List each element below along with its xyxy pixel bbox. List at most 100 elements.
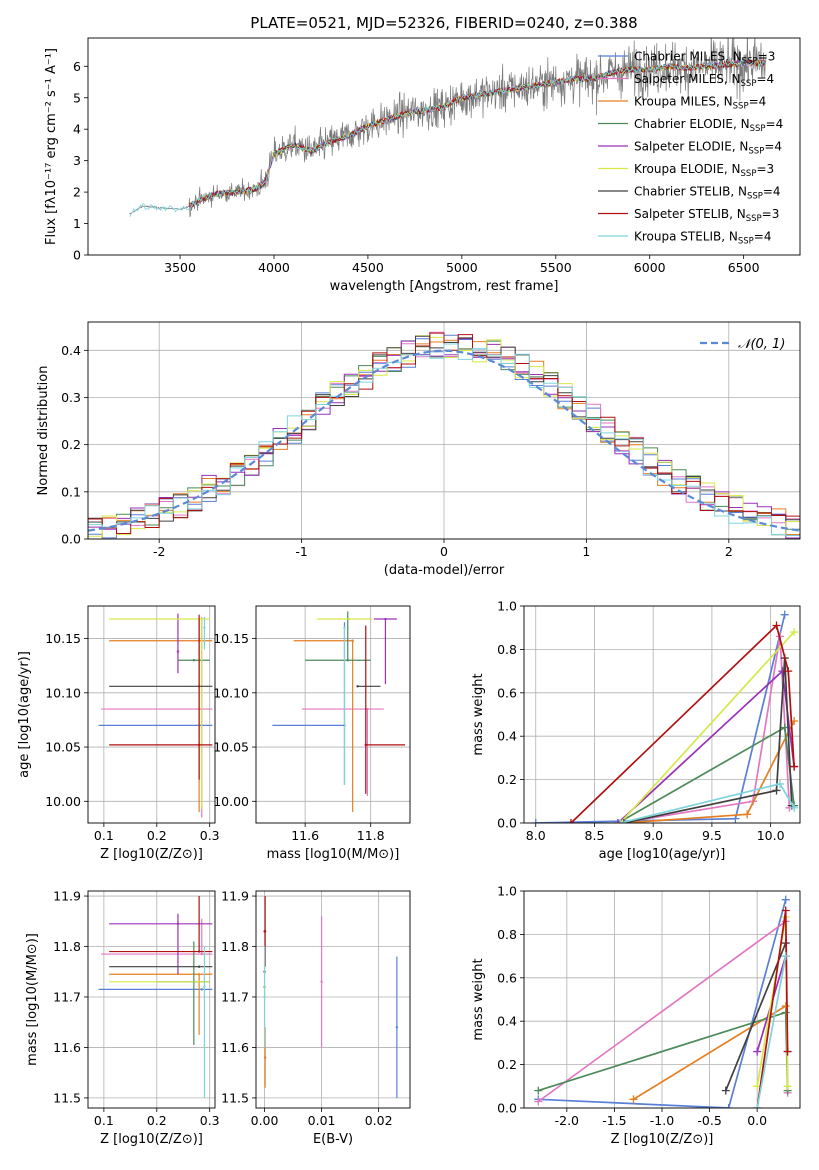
x-tick-label: 0.2 [147,828,167,843]
data-point [384,617,387,621]
data-point [343,626,346,629]
panel-residuals: -2 -1 0 1 2 0.0 0.1 0.2 0.3 0.4 (data-model)/error… [36,321,801,578]
y-axis-label: mass [log10(M/M⊙)] [25,933,40,1066]
spectrum-legend: Chabrier MILES, NSSP=3 Salpeter MILES, NS… [598,50,783,247]
x-tick-label: 3500 [164,260,196,275]
weight-marker [531,819,540,823]
y-tick-label: 1 [73,216,81,231]
x-tick-label: 0.3 [200,828,220,843]
x-tick-label: 6000 [634,260,666,275]
x-tick-label: 0.1 [94,828,114,843]
weight-line [619,631,795,823]
plot-area [98,896,213,1098]
data-point [395,1026,399,1029]
weight-marker [724,1104,733,1108]
panel-weight-vs-Z: -2.0 -1.5 -1.0 -0.5 0.0 0.0 0.2 0.4 0.6 0.8 1.0 Z [… [471,884,801,1147]
y-tick-label: 0.2 [497,1057,517,1072]
weight-line [620,636,791,823]
errorbar-chabrier-miles [395,956,399,1098]
x-tick-label: -1 [295,544,307,559]
errorbar-chabrier-elodie [177,659,210,662]
data-point [351,639,354,642]
x-tick-label: 9.5 [702,828,722,843]
weight-series-kroupa-stelib [753,952,790,1108]
errorbar-kroupa-elodie [316,617,373,621]
weight-series-salpeter-stelib [566,621,799,823]
y-tick-label: 11.7 [53,989,81,1004]
weight-marker [731,814,740,823]
x-tick-label: 0.0 [747,1113,767,1128]
legend-entry: 𝒩(0, 1) [738,337,785,352]
axes-frame [523,890,801,1109]
axes-frame [255,605,411,824]
x-axis-label: E(B-V) [313,1132,353,1147]
x-tick-label: -1.0 [650,1113,674,1128]
x-axis-label: (data-model)/error [384,563,505,578]
errorbar-salpeter-stelib [109,614,213,780]
weight-line [538,1011,789,1092]
x-tick-label: -1.5 [602,1113,626,1128]
data-point [200,980,203,984]
errorbar-kroupa-miles [109,973,213,1035]
weight-marker [783,1047,792,1056]
y-tick-label: 0.4 [61,343,81,358]
legend-entry: Chabrier ELODIE, NSSP=4 [634,117,783,134]
weight-series-kroupa-stelib [616,779,799,823]
errorbar-chabrier-stelib [356,685,381,688]
y-tick-label: 1.0 [497,884,517,899]
y-tick-label: 0 [73,248,81,263]
panel-age-vs-mass: 11.6 11.8 10.00 10.05 10.10 10.15 mass [log10(… [213,605,411,862]
x-tick-label: 0.1 [94,1113,114,1128]
x-tick-label: -2.0 [555,1113,579,1128]
errorbar-chabrier-stelib [109,685,213,688]
errorbar-salpeter-miles [320,916,323,1048]
y-axis-label: mass weight [471,958,486,1040]
y-tick-label: 0.2 [61,437,81,452]
histogram-kroupa-stelib [88,343,800,539]
weight-marker [772,621,781,630]
data-point [197,950,201,953]
weight-marker [753,1047,762,1056]
x-tick-label: -2 [153,544,165,559]
weight-series-salpeter-miles [534,917,792,1106]
y-tick-label: 11.8 [53,939,81,954]
x-tick-label: 0 [440,544,448,559]
x-tick-label: 1 [582,544,590,559]
data-point [263,995,266,999]
data-point [356,685,359,688]
errorbar-kroupa-elodie [109,617,210,809]
legend-entry: Chabrier MILES, NSSP=3 [634,50,775,67]
plot-area [534,895,792,1108]
errorbar-kroupa-elodie [109,980,210,984]
x-tick-label: 10.0 [757,828,785,843]
plot-area [263,896,399,1098]
x-axis-label: age [log10(age/yr)] [599,847,726,862]
weight-line [623,658,793,823]
y-tick-label: 11.9 [221,889,249,904]
data-point [263,930,267,933]
y-tick-label: 2 [73,185,81,200]
data-point [364,743,367,747]
y-axis-label: age [log10(age/yr)] [17,651,32,778]
weight-marker [781,906,790,915]
axes-frame [523,605,801,824]
y-tick-label: 0.8 [497,642,517,657]
plot-area [88,331,800,539]
weight-line [725,942,787,1091]
legend-entry: Kroupa ELODIE, NSSP=3 [634,162,774,179]
x-tick-label: 2 [725,544,733,559]
panel-mass-vs-Z: 0.1 0.2 0.3 11.5 11.6 11.7 11.8 11.9 Z [log10(Z/… [25,889,220,1147]
weight-marker [534,1086,543,1095]
y-axis-label: Normed distribution [36,366,51,496]
weight-marker [781,1008,790,1017]
y-tick-label: 0.4 [497,1014,517,1029]
data-point [346,659,349,662]
plot-area [98,613,213,818]
y-tick-label: 0.0 [497,1101,517,1116]
weight-marker [721,1086,730,1095]
y-tick-label: 0.4 [497,729,517,744]
plot-area [531,610,799,823]
y-tick-label: 1.0 [497,599,517,614]
data-point [320,980,323,984]
